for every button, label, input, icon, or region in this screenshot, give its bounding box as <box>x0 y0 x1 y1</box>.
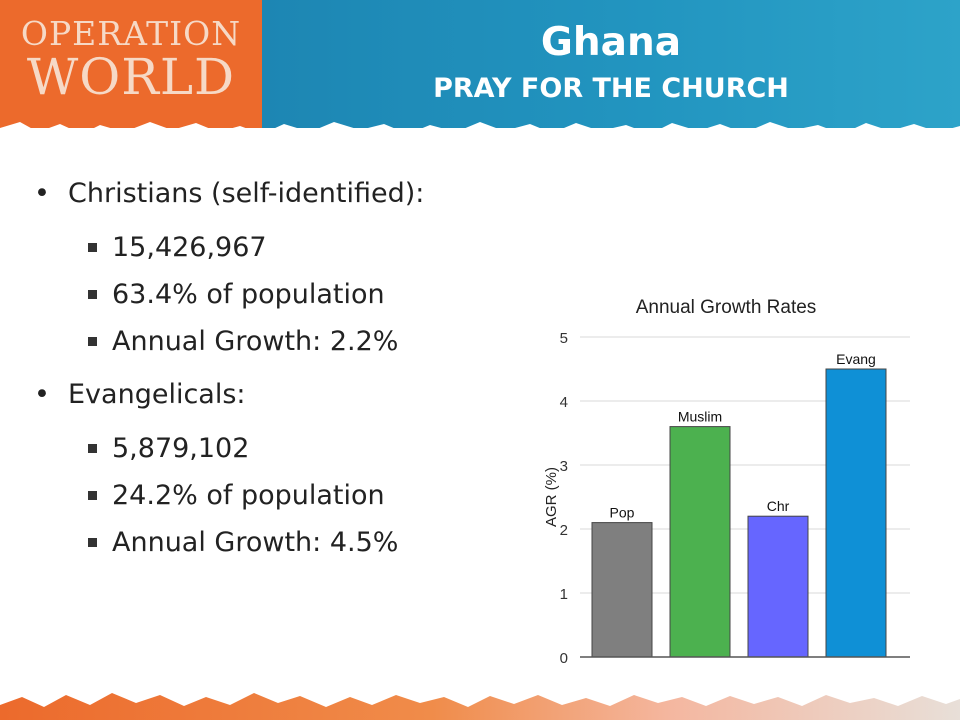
square-bullet-icon <box>88 538 97 547</box>
torn-paper-edge-bottom <box>0 693 960 720</box>
torn-paper-edge-top <box>0 122 960 150</box>
sub-bullet: 5,879,102 <box>32 425 532 472</box>
y-tick-label: 0 <box>560 650 568 667</box>
bullet-evangelicals: • Evangelicals: <box>32 373 532 417</box>
bar-pop <box>591 522 653 658</box>
chart-title: Annual Growth Rates <box>636 297 817 318</box>
sub-bullet: Annual Growth: 4.5% <box>32 519 532 566</box>
logo-line-1: OPERATION <box>20 14 242 53</box>
bullet-christians: • Christians (self-identified): <box>32 172 532 216</box>
bar-evang <box>825 368 887 658</box>
sub-bullet: 63.4% of population <box>32 271 532 318</box>
bar-category-label: Evang <box>836 351 876 367</box>
slide-header: OPERATION WORLD Ghana PRAY FOR THE CHURC… <box>0 0 960 150</box>
annual-growth-chart: Annual Growth Rates AGR (%) 0 1 2 3 4 5 Pop Mu… <box>543 297 910 667</box>
slide-subtitle: PRAY FOR THE CHURCH <box>433 73 789 104</box>
header-banner <box>262 0 960 128</box>
square-bullet-icon <box>88 243 97 252</box>
logo-line-2: WORLD <box>26 48 236 106</box>
bars: Pop Muslim Chr Evang <box>591 351 887 658</box>
slide-title: Ghana <box>540 20 682 65</box>
bar-muslim <box>669 426 731 658</box>
bullet-list: • Christians (self-identified): 15,426,9… <box>32 172 532 566</box>
bullet-label: Christians (self-identified): <box>68 178 425 209</box>
bar-chr <box>747 515 809 658</box>
y-tick-label: 2 <box>560 522 568 539</box>
y-axis-label: AGR (%) <box>543 467 560 527</box>
bar-category-label: Pop <box>610 505 635 521</box>
y-tick-label: 5 <box>560 330 568 347</box>
sub-bullet: 15,426,967 <box>32 224 532 271</box>
bullet-dot: • <box>34 178 50 209</box>
y-tick-label: 3 <box>560 458 568 475</box>
sub-bullet-text: 5,879,102 <box>112 433 250 464</box>
bullet-dot: • <box>34 379 50 410</box>
square-bullet-icon <box>88 491 97 500</box>
sub-bullet-text: 24.2% of population <box>112 480 385 511</box>
sub-bullet: Annual Growth: 2.2% <box>32 318 532 365</box>
sub-bullet-text: Annual Growth: 2.2% <box>112 326 399 357</box>
sub-bullet-text: 63.4% of population <box>112 279 385 310</box>
square-bullet-icon <box>88 444 97 453</box>
sub-bullet: 24.2% of population <box>32 472 532 519</box>
bullet-label: Evangelicals: <box>68 379 246 410</box>
square-bullet-icon <box>88 290 97 299</box>
y-tick-label: 4 <box>560 394 568 411</box>
bar-category-label: Chr <box>767 498 790 514</box>
sub-bullet-text: Annual Growth: 4.5% <box>112 527 399 558</box>
y-axis-ticks: 0 1 2 3 4 5 <box>560 330 568 667</box>
operation-world-logo: OPERATION WORLD <box>0 0 262 128</box>
sub-bullet-text: 15,426,967 <box>112 232 267 263</box>
bar-category-label: Muslim <box>678 409 722 425</box>
y-tick-label: 1 <box>560 586 568 603</box>
square-bullet-icon <box>88 337 97 346</box>
